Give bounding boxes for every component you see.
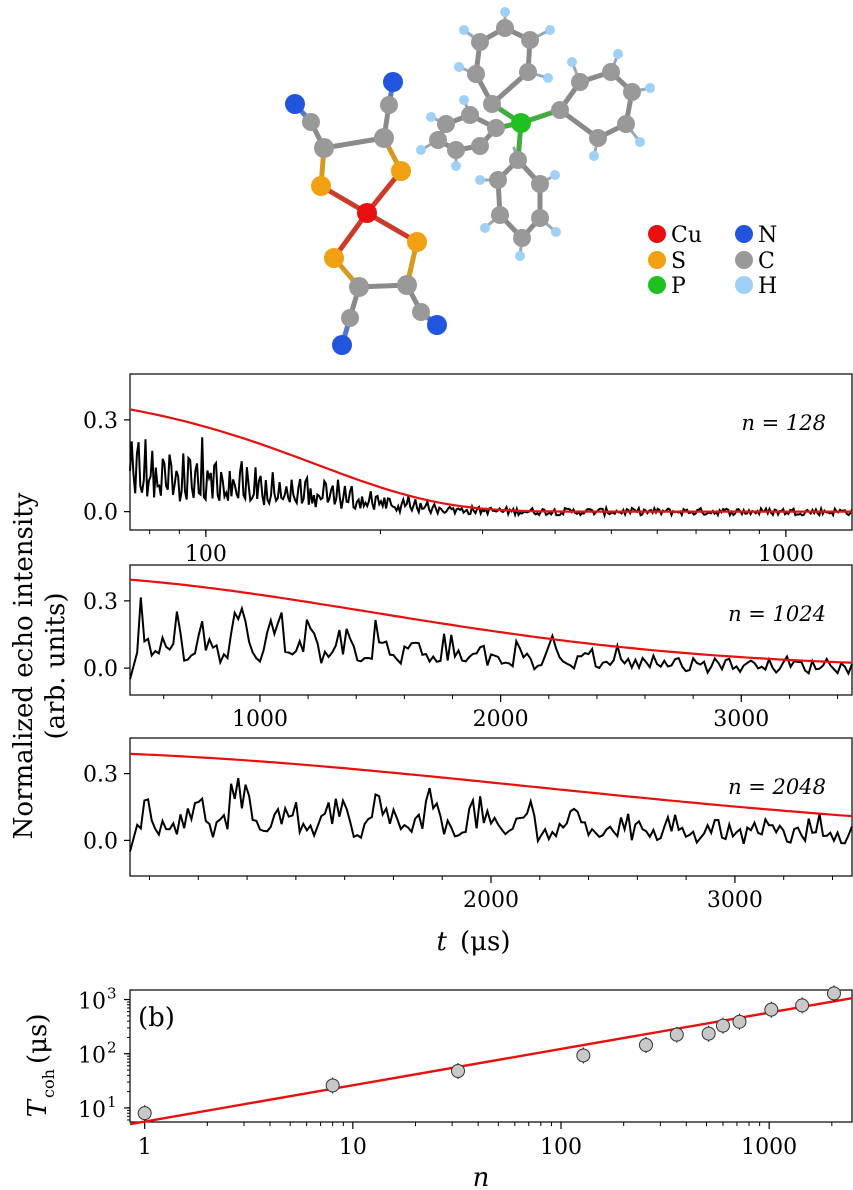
data-point <box>732 1013 747 1030</box>
panel-b-annotation: (b) <box>138 1003 175 1033</box>
point-marker <box>325 1078 340 1093</box>
point-marker <box>732 1014 747 1029</box>
ytick-label: 0.0 <box>83 501 118 526</box>
ytick-label: 0.0 <box>83 657 118 682</box>
xtick-label-b: 100 <box>540 1135 582 1160</box>
xtick-label: 3000 <box>713 707 769 732</box>
ytick-label: 0.3 <box>83 763 118 788</box>
element-legend: Cu N S C P H <box>648 223 777 299</box>
legend-item-c: C <box>735 249 775 274</box>
data-point <box>764 1001 779 1018</box>
data-point <box>451 1063 466 1080</box>
panel-annotation: n = 2048 <box>728 775 826 799</box>
xlabel-n: n <box>473 1163 490 1190</box>
xlabel-t: t <box>437 927 448 957</box>
data-point <box>325 1077 340 1094</box>
point-marker <box>137 1106 152 1121</box>
point-marker <box>638 1037 653 1052</box>
data-point <box>795 997 810 1014</box>
ytick-label-b: 10 <box>78 990 106 1015</box>
fit-curve <box>129 752 853 818</box>
point-marker <box>826 986 841 1001</box>
data-point <box>669 1026 684 1043</box>
plot-frame <box>129 373 853 531</box>
legend-label-c: C <box>758 249 775 274</box>
legend-label-s: S <box>671 249 686 274</box>
point-marker <box>451 1064 466 1079</box>
point-marker <box>669 1027 684 1042</box>
ytick-label-b: 10 <box>78 1098 106 1123</box>
ytick-label: 0.0 <box>83 829 118 854</box>
xtick-label: 3000 <box>707 888 763 913</box>
legend-label-n: N <box>758 223 777 248</box>
panel-3: 0.0 0.3 2000 3000 n = 2048 <box>83 737 853 913</box>
shared-xlabel: t (μs) <box>437 927 511 957</box>
fit-curve <box>129 578 853 664</box>
xtick-label-b: 1000 <box>741 1135 797 1160</box>
data-point <box>701 1025 716 1042</box>
molecule-structure <box>285 7 655 355</box>
legend-item-cu: Cu <box>648 223 702 248</box>
xtick-label: 2000 <box>463 888 519 913</box>
ytick-label-b: 10 <box>78 1044 106 1069</box>
ylabel-t: T <box>23 1098 53 1117</box>
power-law-fit <box>129 997 853 1126</box>
xlabel-unit: (μs) <box>460 927 511 957</box>
ylabel-sub: coh <box>39 1069 58 1098</box>
legend-label-cu: Cu <box>671 223 702 248</box>
point-marker <box>764 1002 779 1017</box>
data-point <box>137 1105 152 1122</box>
panel-annotation: n = 1024 <box>728 602 826 626</box>
plot-frame <box>129 564 853 696</box>
xtick-label: 1000 <box>232 707 288 732</box>
ylabel-unit: (μs) <box>23 1013 53 1064</box>
xtick-label: 1000 <box>758 542 814 567</box>
ytick-label: 0.3 <box>83 409 118 434</box>
echo-trace <box>129 437 853 520</box>
data-point <box>715 1017 730 1034</box>
echo-trace <box>129 597 853 680</box>
legend-label-h: H <box>758 274 777 299</box>
legend-item-p: P <box>648 274 686 299</box>
legend-item-s: S <box>648 249 686 274</box>
xtick-label: 100 <box>185 542 227 567</box>
echo-trace <box>129 777 853 852</box>
point-marker <box>795 998 810 1013</box>
ytick-exp-b: 1 <box>107 1093 117 1111</box>
ytick-exp-b: 3 <box>107 985 117 1003</box>
legend-item-n: N <box>735 223 777 248</box>
shared-ylabel-line1: Normalized echo intensity <box>9 492 39 839</box>
panel-annotation: n = 128 <box>741 411 826 435</box>
ytick-exp-b: 2 <box>107 1039 117 1057</box>
data-point <box>826 985 841 1002</box>
ytick-label: 0.3 <box>83 590 118 615</box>
point-marker <box>576 1048 591 1063</box>
data-point <box>638 1036 653 1053</box>
panel-2: 0.0 0.3 1000 2000 3000 n = 1024 <box>83 564 853 732</box>
xtick-label: 2000 <box>473 707 529 732</box>
legend-item-h: H <box>735 274 777 299</box>
panel-1: 0.0 0.3 100 1000 n = 128 <box>83 373 853 567</box>
plot-frame-b <box>129 989 853 1123</box>
legend-label-p: P <box>671 274 686 299</box>
echo-panels: 0.0 0.3 100 1000 n = 128 0.0 0.3 1000 2000 3000 n … <box>83 373 853 913</box>
xtick-label-b: 10 <box>339 1135 367 1160</box>
xtick-label-b: 1 <box>138 1135 152 1160</box>
data-point <box>576 1047 591 1064</box>
fit-curve <box>129 408 852 513</box>
point-marker <box>701 1026 716 1041</box>
point-marker <box>715 1018 730 1033</box>
shared-ylabel-line2: (arb. units) <box>41 593 71 740</box>
